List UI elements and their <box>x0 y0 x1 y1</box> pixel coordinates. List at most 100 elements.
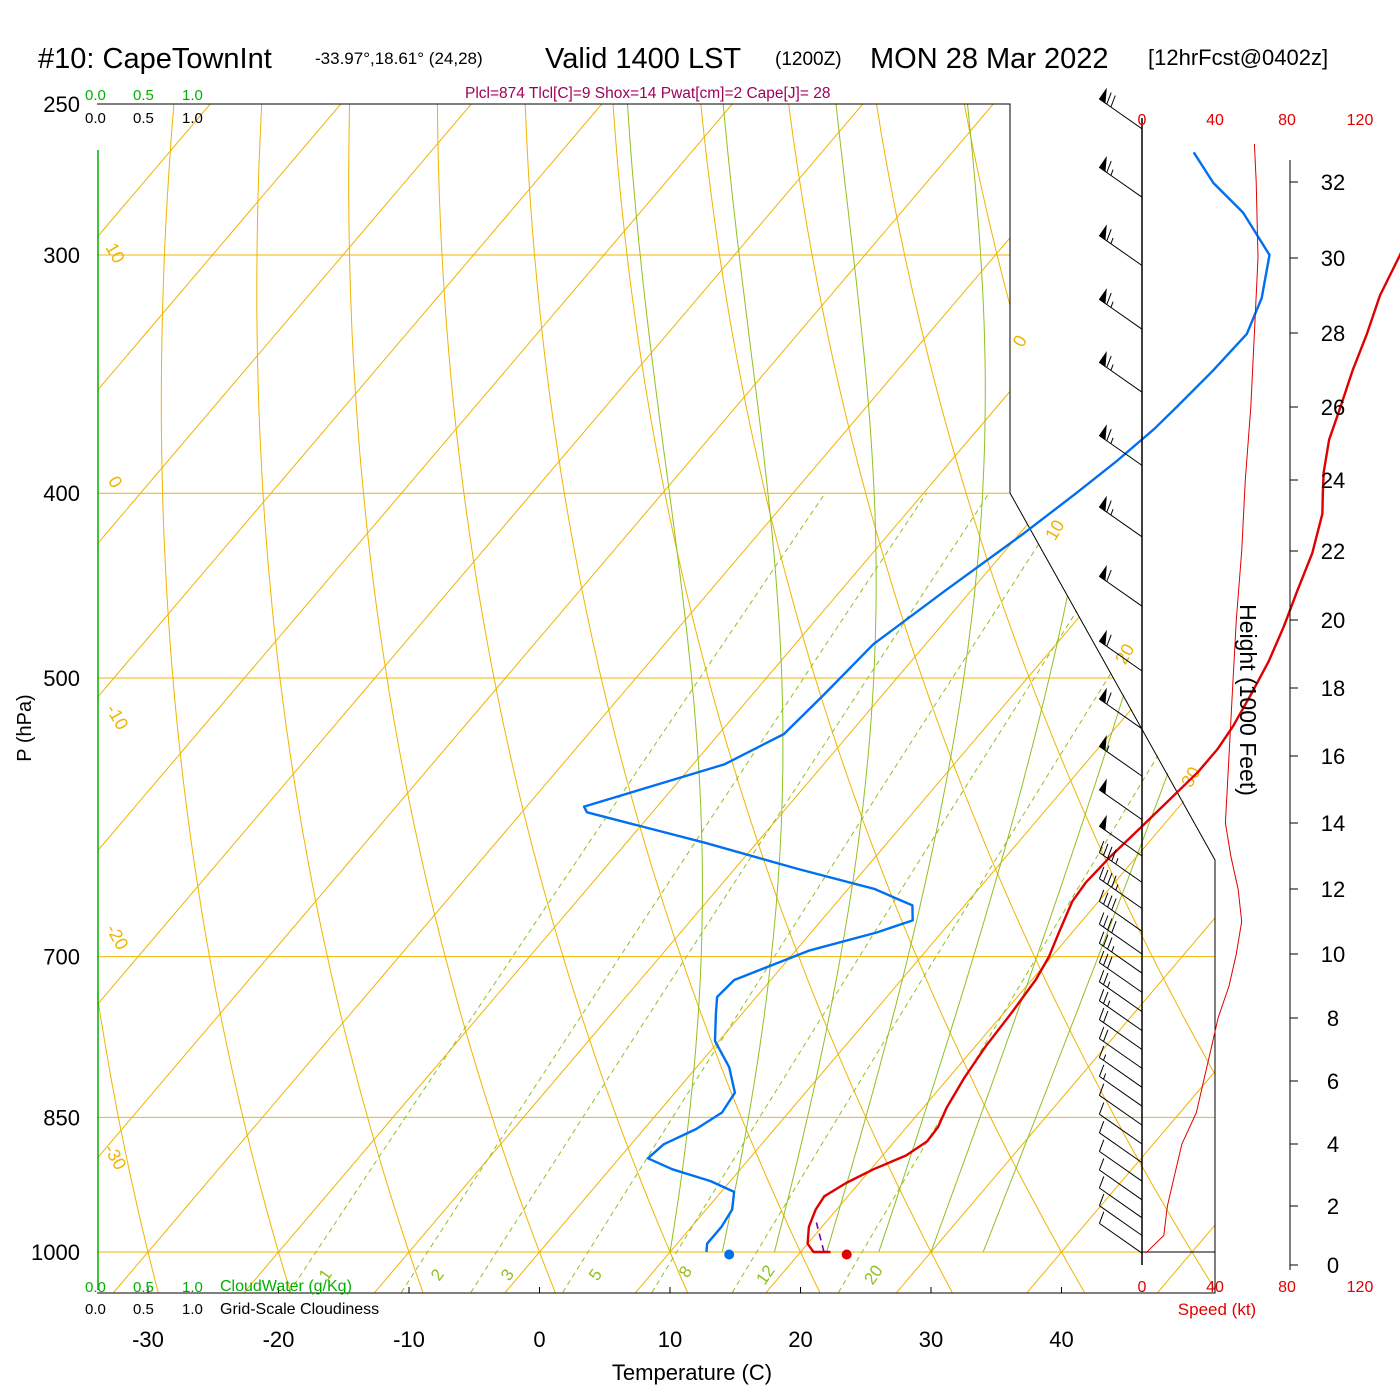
isotherm-label: 0 <box>104 473 126 492</box>
height-tick-label: 10 <box>1321 942 1345 967</box>
height-tick-label: 14 <box>1321 811 1345 836</box>
height-tick-label: 2 <box>1327 1194 1339 1219</box>
cloud-water-tick-bottom-1: 0.5 <box>133 1279 154 1296</box>
height-tick-label: 28 <box>1321 321 1345 346</box>
cloud-water-tick-bottom-0: 0.0 <box>85 1279 106 1296</box>
speed-axis-label: Speed (kt) <box>1178 1300 1256 1319</box>
wind-barb <box>1098 989 1143 1032</box>
isotherm <box>97 104 994 1160</box>
height-tick-label: 24 <box>1321 468 1345 493</box>
cloudiness-tick-top-2: 1.0 <box>182 110 203 127</box>
isotherm <box>97 104 603 699</box>
wind-barb <box>1098 931 1143 974</box>
wind-barb <box>1098 1045 1143 1088</box>
wind-barb <box>1098 840 1143 883</box>
height-tick-label: 30 <box>1321 246 1345 271</box>
mixing-ratio-line <box>400 492 927 1293</box>
cloud-water-tick-top-1: 0.5 <box>133 87 154 104</box>
wind-barb <box>1098 1158 1143 1201</box>
cloudiness-tick-top-0: 0.0 <box>85 110 106 127</box>
isotherm <box>97 104 342 392</box>
height-tick-label: 0 <box>1327 1253 1339 1278</box>
height-tick-label: 8 <box>1327 1006 1339 1031</box>
diagram-frame <box>97 103 1216 1294</box>
mixing-ratio-line <box>562 492 1073 1293</box>
y-axis-title: P (hPa) <box>14 694 36 761</box>
cloud-water-tick-top-0: 0.0 <box>85 87 106 104</box>
sounding-series-1 <box>582 151 1271 1253</box>
cloudiness-tick-top-1: 0.5 <box>133 110 154 127</box>
mixing-ratio-label: 8 <box>675 1263 696 1282</box>
pressure-tick-label: 250 <box>43 92 80 117</box>
station-coords: -33.97°,18.61° (24,28) <box>315 49 483 68</box>
height-tick-label: 22 <box>1321 539 1345 564</box>
series-layer <box>582 151 1400 1260</box>
forecast-info: [12hrFcst@0402z] <box>1148 45 1328 70</box>
wind-barb <box>1098 351 1143 393</box>
wind-barb <box>1098 950 1143 993</box>
moist-adiabat <box>773 104 877 1253</box>
isotherm-label: -20 <box>102 921 132 954</box>
wind-barb <box>1098 1026 1143 1069</box>
wind-barb <box>1098 1193 1143 1236</box>
isotherm <box>113 104 1125 1293</box>
speed-tick-top-0: 0 <box>1138 112 1147 129</box>
boundary-mask <box>1010 102 1217 860</box>
temp-tick-label: -20 <box>263 1327 295 1352</box>
x-axis-title: Temperature (C) <box>612 1360 772 1385</box>
wind-barb <box>1098 1121 1143 1164</box>
zulu-time: (1200Z) <box>775 49 842 70</box>
speed-tick-bottom-3: 120 <box>1347 1279 1374 1296</box>
wind-barb <box>1098 1007 1143 1050</box>
wind-speed-profile <box>1145 143 1259 1254</box>
surface-point-0 <box>841 1249 852 1260</box>
height-tick-label: 4 <box>1327 1132 1339 1157</box>
dry-adiabat <box>524 104 821 1293</box>
isotherm <box>1026 1070 1215 1293</box>
cloud-water-tick-bottom-2: 1.0 <box>182 1279 203 1296</box>
wind-barb <box>1098 687 1143 730</box>
mixing-ratio-label: 2 <box>427 1266 448 1285</box>
moist-adiabat <box>982 644 1215 1253</box>
dry-adiabat <box>97 990 159 1293</box>
mixing-ratio-label: 12 <box>752 1262 778 1288</box>
height-tick-label: 32 <box>1321 170 1345 195</box>
isotherm-label: -10 <box>102 701 132 734</box>
isotherm <box>504 456 1215 1293</box>
wind-barb <box>1098 734 1143 777</box>
isotherm-label: -30 <box>100 1141 130 1174</box>
height-tick-label: 6 <box>1327 1069 1339 1094</box>
temp-tick-label: 30 <box>919 1327 943 1352</box>
isotherm-label: 10 <box>102 239 129 266</box>
sounding-series-0 <box>806 251 1400 1254</box>
speed-tick-top-1: 40 <box>1206 112 1224 129</box>
wind-barb <box>1098 288 1143 330</box>
wind-barb <box>1098 1102 1143 1145</box>
surface-point-1 <box>724 1249 735 1260</box>
wind-barb <box>1098 1083 1143 1126</box>
valid-time: Valid 1400 LST <box>545 43 741 75</box>
pressure-tick-label: 850 <box>43 1105 80 1130</box>
wind-barb <box>1098 1064 1143 1107</box>
temp-tick-label: 0 <box>533 1327 545 1352</box>
wind-barb <box>1098 778 1143 821</box>
wind-barb <box>1098 889 1143 932</box>
moist-adiabat <box>627 104 703 1253</box>
temp-tick-label: 10 <box>658 1327 682 1352</box>
dry-adiabat <box>612 104 953 1293</box>
isotherm <box>896 917 1215 1293</box>
temp-tick-label: -10 <box>393 1327 425 1352</box>
isotherm <box>97 104 211 239</box>
station-title: #10: CapeTownInt <box>38 43 272 75</box>
temp-tick-label: -30 <box>132 1327 164 1352</box>
mixing-ratio-line <box>288 492 826 1293</box>
wind-barb <box>1098 912 1143 955</box>
pressure-tick-label: 700 <box>43 945 80 970</box>
temp-tick-label: 20 <box>788 1327 812 1352</box>
height-tick-label: 18 <box>1321 676 1345 701</box>
wind-barb <box>1098 495 1143 538</box>
isotherm <box>374 303 1215 1293</box>
sounding-series-2 <box>815 1222 825 1253</box>
